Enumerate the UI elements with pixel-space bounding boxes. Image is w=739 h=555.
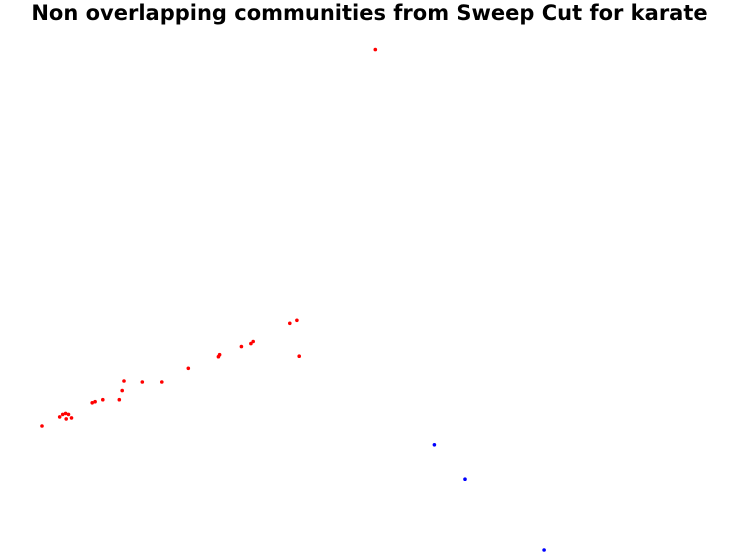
scatter-point-s0-p22 bbox=[288, 321, 292, 326]
scatter-point-s1-p2 bbox=[542, 548, 546, 552]
scatter-point-s0-p20 bbox=[249, 341, 253, 346]
scatter-point-s0-p24 bbox=[297, 354, 302, 359]
scatter-point-s0-p3 bbox=[60, 412, 65, 417]
scatter-point-s0-p7 bbox=[69, 416, 74, 420]
scatter-point-s1-p0 bbox=[432, 443, 437, 447]
chart-title: Non overlapping communities from Sweep C… bbox=[31, 1, 708, 25]
scatter-point-s1-p1 bbox=[463, 477, 467, 482]
scatter-point-s0-p15 bbox=[160, 380, 164, 384]
scatter-point-s0-p10 bbox=[101, 397, 105, 402]
scatter-point-s0-p12 bbox=[120, 388, 124, 393]
scatter-point-s0-p1 bbox=[40, 424, 44, 428]
scatter-point-s0-p23 bbox=[295, 318, 299, 323]
scatter-point-s0-p0 bbox=[373, 47, 378, 52]
scatter-point-s0-p6 bbox=[66, 412, 71, 417]
scatter-point-s0-p8 bbox=[90, 401, 94, 405]
scatter-point-s0-p2 bbox=[57, 415, 62, 419]
scatter-point-s0-p18 bbox=[217, 352, 222, 357]
scatter-point-s0-p14 bbox=[140, 380, 145, 384]
scatter-point-s0-p21 bbox=[251, 339, 255, 344]
scatter-point-s0-p16 bbox=[186, 366, 191, 371]
scatter-point-s0-p19 bbox=[239, 344, 244, 349]
scatter-point-s0-p11 bbox=[117, 397, 122, 402]
scatter-point-s0-p4 bbox=[63, 411, 68, 416]
scatter-point-s0-p5 bbox=[64, 417, 68, 421]
scatter-point-s0-p9 bbox=[93, 399, 97, 404]
scatter-point-s0-p13 bbox=[122, 379, 126, 383]
